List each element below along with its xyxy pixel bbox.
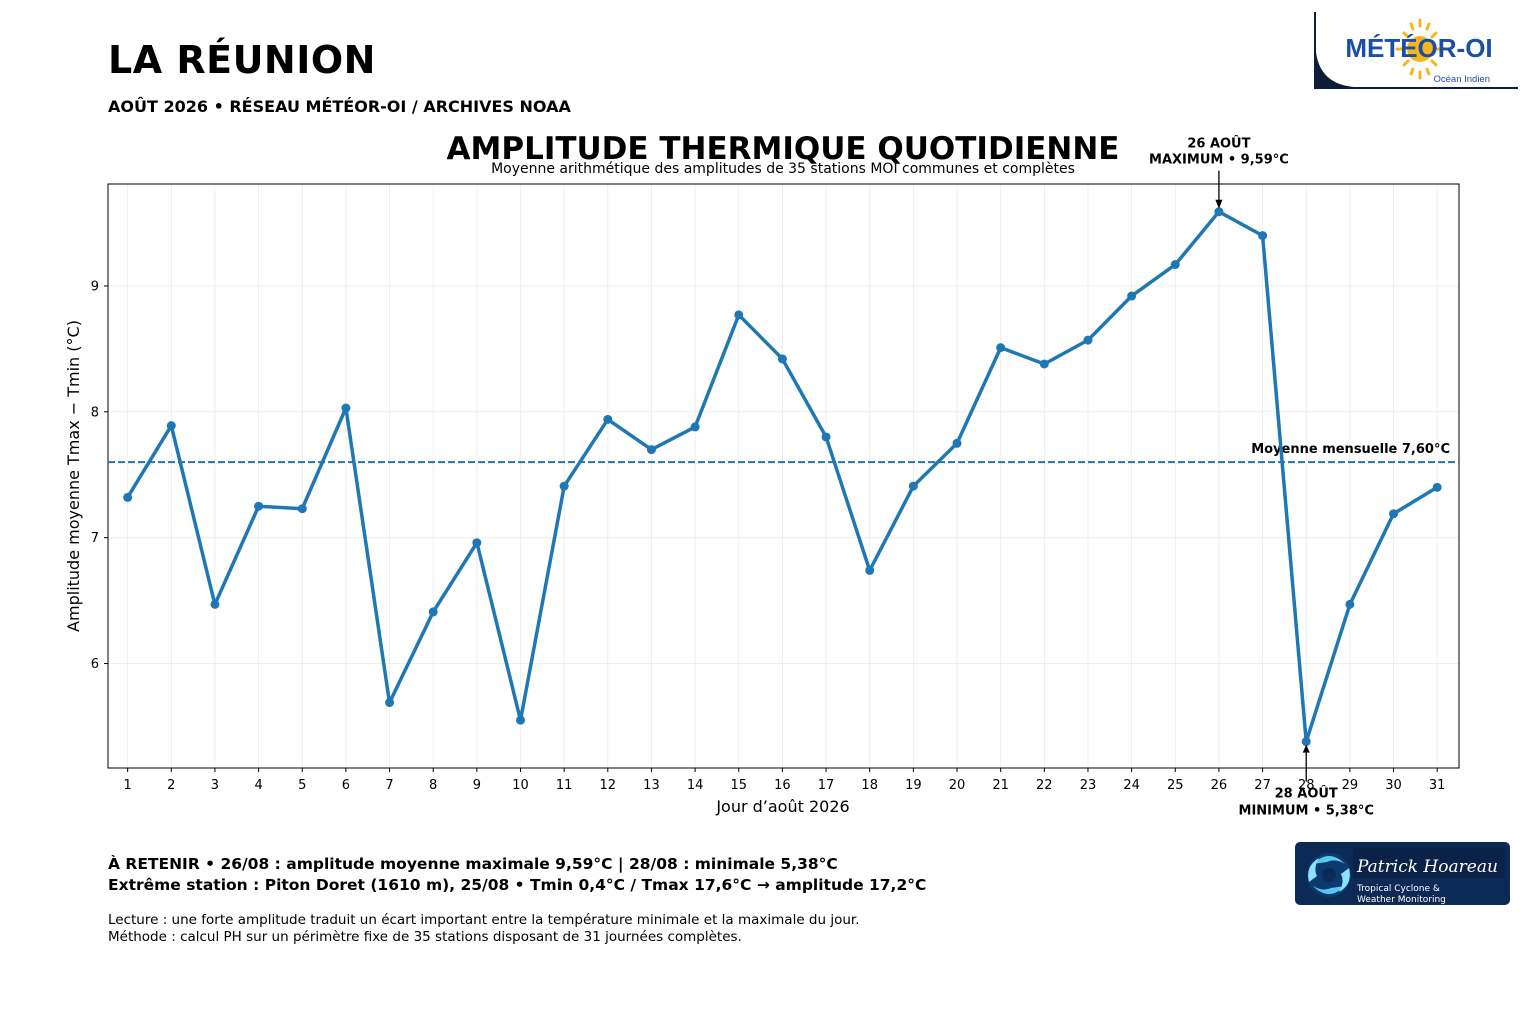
data-point — [777, 354, 787, 364]
data-point — [646, 445, 656, 455]
data-point — [952, 438, 962, 448]
series-amplitude — [123, 207, 1442, 747]
ph-tagline-2: Weather Monitoring — [1357, 895, 1446, 905]
y-tick-label: 8 — [91, 405, 99, 420]
y-tick-label: 7 — [91, 531, 99, 546]
data-point — [821, 432, 831, 442]
data-point — [1345, 599, 1355, 609]
x-tick-label: 28 — [1298, 778, 1315, 793]
x-tick-label: 13 — [643, 778, 660, 793]
x-tick-label: 24 — [1123, 778, 1140, 793]
sun-icon — [1395, 18, 1445, 80]
data-point — [1389, 509, 1399, 519]
x-tick-label: 14 — [687, 778, 704, 793]
data-point — [297, 504, 307, 514]
page-title: LA RÉUNION — [108, 38, 376, 82]
annotation-min-value: MINIMUM • 5,38°C — [1239, 804, 1374, 819]
x-tick-label: 20 — [949, 778, 966, 793]
mean-line-group: Moyenne mensuelle 7,60°C — [108, 442, 1459, 464]
x-tick-label: 27 — [1254, 778, 1271, 793]
data-point — [254, 501, 264, 511]
data-point — [1127, 291, 1137, 301]
data-point — [166, 421, 176, 431]
x-tick-label: 15 — [730, 778, 747, 793]
x-tick-label: 25 — [1167, 778, 1184, 793]
summary-line-1: À RETENIR • 26/08 : amplitude moyenne ma… — [108, 855, 838, 873]
data-point — [123, 492, 133, 502]
data-point — [908, 481, 918, 491]
note-method: Méthode : calcul PH sur un périmètre fix… — [108, 929, 742, 945]
data-point — [1301, 737, 1311, 747]
data-point — [734, 310, 744, 320]
annotation-min-date: 28 AOÛT — [1275, 786, 1338, 802]
x-tick-label: 26 — [1211, 778, 1228, 793]
x-tick-label: 9 — [473, 778, 481, 793]
chart-grid — [108, 184, 1459, 768]
x-tick-label: 10 — [512, 778, 529, 793]
x-tick-label: 2 — [167, 778, 175, 793]
y-axis-label: Amplitude moyenne Tmax − Tmin (°C) — [64, 320, 83, 632]
data-point — [1258, 231, 1268, 241]
plot-frame — [107, 183, 1460, 769]
x-tick-label: 6 — [342, 778, 350, 793]
x-tick-label: 18 — [861, 778, 878, 793]
annotation-max-arrowhead — [1215, 199, 1223, 209]
data-point — [559, 481, 569, 491]
meteor-oi-logo: MÉTÉOR-OI Océan Indien — [1314, 12, 1518, 89]
x-tick-label: 19 — [905, 778, 922, 793]
x-tick-label: 1 — [124, 778, 132, 793]
x-tick-label: 23 — [1080, 778, 1097, 793]
meteor-oi-brand: MÉTÉOR-OI — [1345, 33, 1492, 63]
data-point — [516, 715, 526, 725]
page-subtitle: AOÛT 2026 • RÉSEAU MÉTÉOR-OI / ARCHIVES … — [108, 97, 571, 116]
data-point — [603, 414, 613, 424]
y-tick-label: 9 — [91, 279, 99, 294]
data-point — [865, 565, 875, 575]
summary-line-2: Extrême station : Piton Doret (1610 m), … — [108, 876, 927, 894]
data-point — [1170, 260, 1180, 270]
data-point — [690, 422, 700, 432]
x-tick-label: 30 — [1385, 778, 1402, 793]
chart-subtitle: Moyenne arithmétique des amplitudes de 3… — [491, 161, 1075, 177]
annotation-max-date: 26 AOÛT — [1187, 136, 1250, 152]
cyclone-icon — [1307, 853, 1351, 897]
x-tick-label: 4 — [254, 778, 262, 793]
chart-axes: 1 2 3 4 5 6 7 8 9 10 11 12 13 14 15 16 17 18 19 20 21 22 23 24 2… — [91, 279, 1446, 793]
note-reading: Lecture : une forte amplitude traduit un… — [108, 912, 860, 928]
data-point — [1083, 335, 1093, 345]
chart-title: AMPLITUDE THERMIQUE QUOTIDIENNE — [447, 131, 1120, 167]
x-tick-label: 22 — [1036, 778, 1053, 793]
x-tick-label: 8 — [429, 778, 437, 793]
data-point — [428, 607, 438, 617]
annotation-min-arrowhead — [1302, 744, 1310, 753]
data-point — [210, 599, 220, 609]
data-point — [996, 343, 1006, 353]
ph-tagline-1: Tropical Cyclone & — [1356, 884, 1440, 894]
mean-label: Moyenne mensuelle 7,60°C — [1251, 442, 1450, 457]
annotation-max-value: MAXIMUM • 9,59°C — [1149, 153, 1289, 168]
ph-name: Patrick Hoareau — [1356, 857, 1498, 877]
x-tick-label: 5 — [298, 778, 306, 793]
data-point — [385, 698, 395, 708]
x-axis-label: Jour d’août 2026 — [715, 797, 849, 816]
x-tick-label: 29 — [1342, 778, 1359, 793]
y-tick-label: 6 — [91, 657, 99, 672]
data-point — [341, 403, 351, 413]
meteor-oi-region: Océan Indien — [1433, 74, 1490, 85]
x-tick-label: 11 — [556, 778, 573, 793]
data-point — [1214, 207, 1224, 217]
x-tick-label: 17 — [818, 778, 835, 793]
x-tick-label: 31 — [1429, 778, 1446, 793]
patrick-hoareau-logo: Patrick Hoareau Tropical Cyclone & Weath… — [1295, 842, 1510, 905]
x-tick-label: 7 — [385, 778, 393, 793]
data-point — [1039, 359, 1049, 369]
x-tick-label: 3 — [211, 778, 219, 793]
x-tick-label: 21 — [992, 778, 1009, 793]
x-tick-label: 12 — [600, 778, 617, 793]
data-point — [1432, 482, 1442, 492]
x-tick-label: 16 — [774, 778, 791, 793]
data-point — [472, 538, 482, 548]
